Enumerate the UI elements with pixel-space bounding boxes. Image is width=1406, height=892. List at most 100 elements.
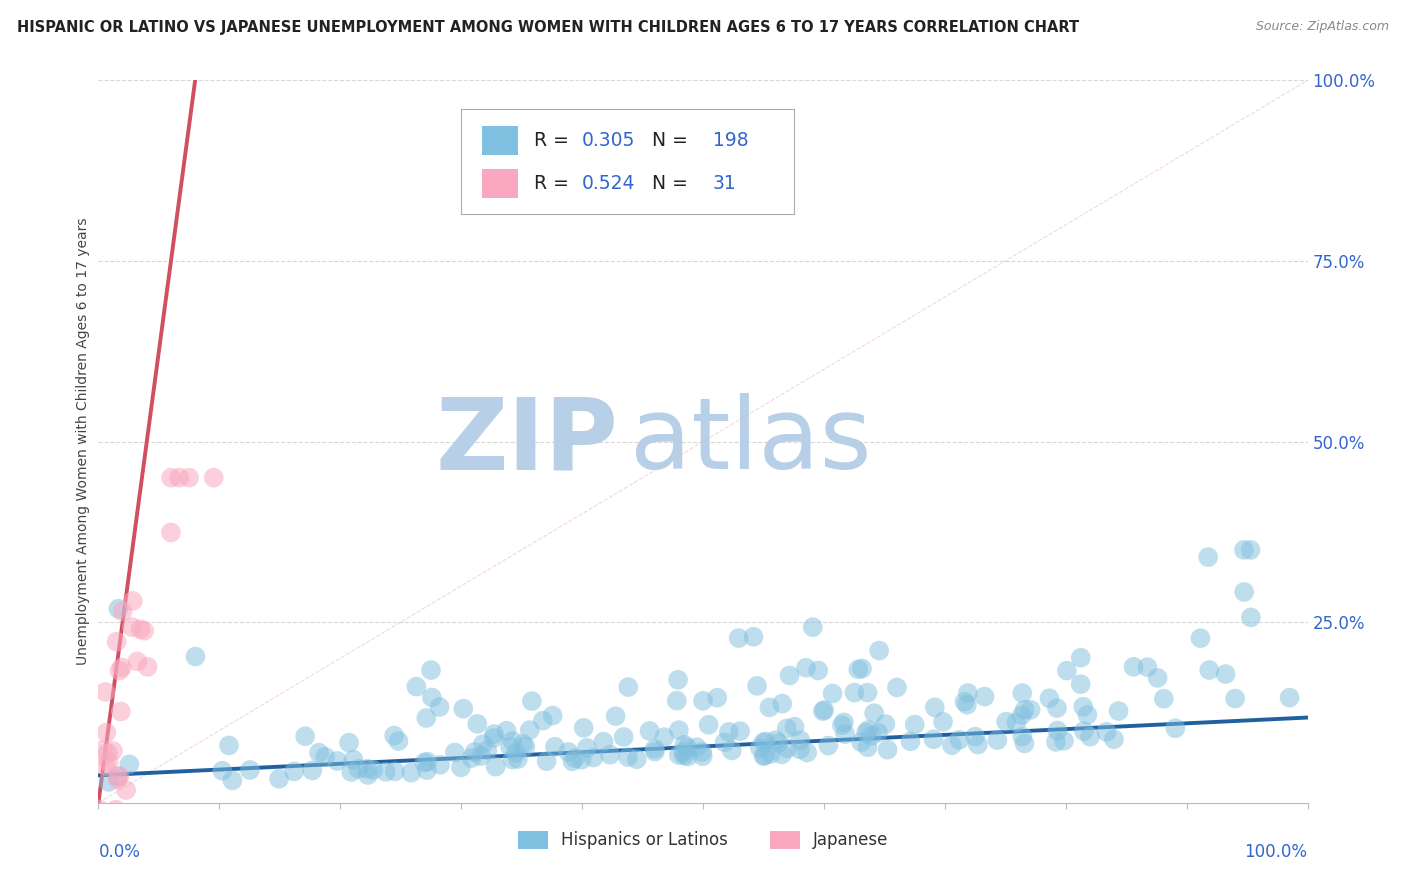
Point xyxy=(692,749,714,764)
Point xyxy=(758,700,780,714)
Point xyxy=(1070,677,1092,691)
Point xyxy=(564,751,586,765)
Point xyxy=(499,739,522,754)
Point xyxy=(582,750,605,764)
Point xyxy=(337,736,360,750)
Point xyxy=(752,749,775,764)
Point xyxy=(821,686,844,700)
Point xyxy=(465,717,488,731)
Point xyxy=(387,734,409,748)
Point xyxy=(519,723,541,737)
Text: 0.0%: 0.0% xyxy=(98,843,141,861)
Point xyxy=(605,709,627,723)
Point xyxy=(429,757,451,772)
Point xyxy=(94,685,117,699)
Point xyxy=(347,762,370,776)
Point xyxy=(453,702,475,716)
Point xyxy=(184,649,207,664)
Text: R =: R = xyxy=(534,174,575,193)
Point xyxy=(108,769,131,783)
Point xyxy=(1108,704,1130,718)
Point xyxy=(1102,732,1125,747)
Point xyxy=(1019,703,1042,717)
Text: 100.0%: 100.0% xyxy=(1244,843,1308,861)
Point xyxy=(856,740,879,755)
Point xyxy=(860,729,883,743)
Point xyxy=(429,700,451,714)
Point xyxy=(420,663,443,677)
Point xyxy=(308,746,330,760)
Point xyxy=(1038,691,1060,706)
Point xyxy=(1005,715,1028,730)
Point xyxy=(444,746,467,760)
Point xyxy=(986,733,1008,747)
Point xyxy=(742,630,765,644)
Point xyxy=(515,739,537,754)
Text: R =: R = xyxy=(534,131,575,150)
Point xyxy=(866,725,889,739)
Point xyxy=(617,750,640,764)
Point xyxy=(1239,542,1261,557)
Point xyxy=(413,756,436,770)
Point xyxy=(536,754,558,768)
Point xyxy=(356,762,378,776)
Point xyxy=(267,772,290,786)
Point xyxy=(796,746,818,760)
Point xyxy=(794,661,817,675)
Point xyxy=(849,735,872,749)
Point xyxy=(727,631,749,645)
Point xyxy=(520,694,543,708)
Point xyxy=(941,738,963,752)
Point xyxy=(89,803,111,817)
Point xyxy=(1122,660,1144,674)
Point xyxy=(482,731,505,745)
Point xyxy=(501,734,523,748)
Point xyxy=(1164,721,1187,735)
Point xyxy=(405,680,427,694)
Point xyxy=(834,727,856,741)
Point xyxy=(482,727,505,741)
Point xyxy=(301,764,323,778)
Point xyxy=(801,620,824,634)
Point xyxy=(1014,736,1036,750)
Point xyxy=(218,739,240,753)
Point xyxy=(770,747,793,762)
FancyBboxPatch shape xyxy=(461,109,793,214)
Point xyxy=(1046,723,1069,738)
Point xyxy=(169,470,191,484)
Point xyxy=(531,714,554,728)
Point xyxy=(1011,686,1033,700)
Point xyxy=(1045,735,1067,749)
Point xyxy=(495,723,517,738)
Point xyxy=(1233,542,1256,557)
Point xyxy=(450,760,472,774)
Point xyxy=(1056,664,1078,678)
Point xyxy=(399,765,422,780)
Point xyxy=(745,679,768,693)
Point xyxy=(326,754,349,768)
Point xyxy=(1136,660,1159,674)
Point xyxy=(471,737,494,751)
Point xyxy=(748,741,770,756)
Point xyxy=(666,673,689,687)
Point xyxy=(294,729,316,743)
Point xyxy=(676,749,699,764)
Point xyxy=(692,694,714,708)
Point xyxy=(956,698,979,712)
Point xyxy=(789,733,811,747)
Point xyxy=(202,470,225,484)
Legend: Hispanics or Latinos, Japanese: Hispanics or Latinos, Japanese xyxy=(510,824,896,856)
Point xyxy=(817,739,839,753)
Point xyxy=(856,685,879,699)
Point xyxy=(94,759,117,773)
Point xyxy=(1011,708,1033,723)
Point xyxy=(1073,724,1095,739)
Point xyxy=(382,729,405,743)
Point xyxy=(485,759,508,773)
Point xyxy=(755,734,778,748)
Point xyxy=(717,725,740,739)
Point xyxy=(1278,690,1301,705)
Point xyxy=(557,745,579,759)
Point xyxy=(922,732,945,747)
Point xyxy=(1071,699,1094,714)
